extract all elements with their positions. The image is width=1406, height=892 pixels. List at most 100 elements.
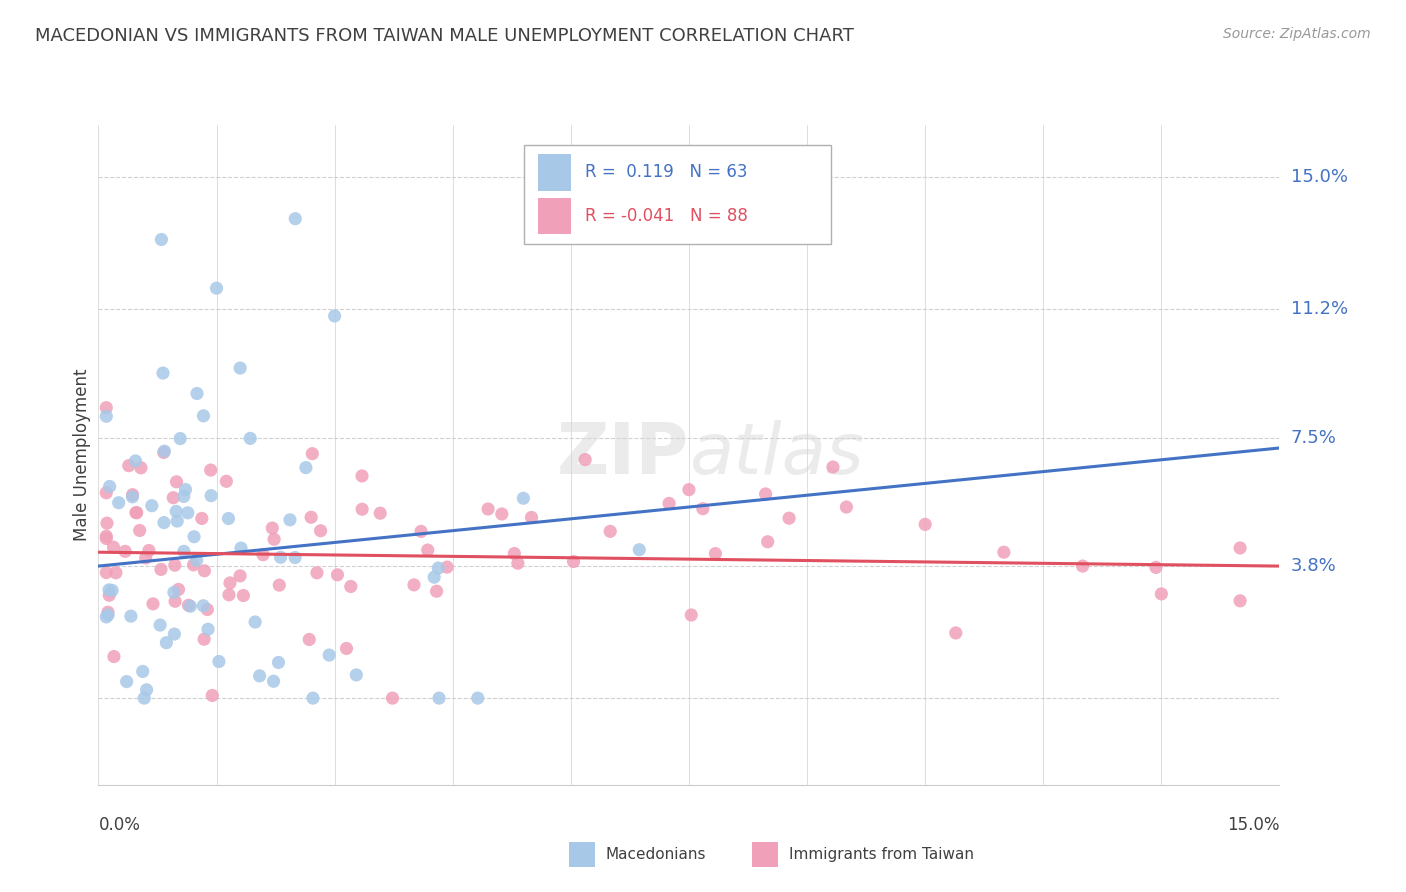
Point	[416, 543, 439, 558]
Point	[278, 513, 301, 527]
Y-axis label: Male Unemployment: Male Unemployment	[73, 368, 91, 541]
Point	[1144, 560, 1167, 574]
Point	[193, 409, 215, 423]
Point	[96, 409, 118, 424]
Point	[107, 496, 129, 510]
Point	[96, 610, 118, 624]
Point	[491, 507, 513, 521]
FancyBboxPatch shape	[523, 145, 831, 244]
Point	[658, 496, 681, 510]
Point	[681, 607, 703, 622]
Point	[201, 689, 224, 703]
Point	[284, 550, 307, 565]
Text: R =  0.119   N = 63: R = 0.119 N = 63	[585, 163, 748, 181]
Point	[153, 444, 176, 458]
Point	[263, 674, 285, 689]
Point	[318, 648, 340, 662]
Point	[426, 584, 449, 599]
Point	[599, 524, 621, 539]
Point	[96, 532, 118, 546]
Point	[263, 533, 285, 547]
Text: Source: ZipAtlas.com: Source: ZipAtlas.com	[1223, 27, 1371, 41]
Point	[98, 582, 121, 597]
Point	[423, 570, 446, 584]
Point	[219, 576, 242, 591]
Point	[129, 460, 152, 475]
Point	[96, 529, 118, 543]
Point	[1150, 587, 1173, 601]
Point	[298, 632, 321, 647]
Point	[96, 516, 118, 531]
Point	[678, 483, 700, 497]
Point	[218, 588, 240, 602]
Point	[344, 668, 367, 682]
Point	[467, 691, 489, 706]
Point	[96, 566, 118, 580]
Point	[1071, 559, 1094, 574]
Point	[409, 524, 432, 539]
Point	[166, 475, 188, 489]
Point	[98, 479, 121, 493]
Point	[96, 485, 118, 500]
Point	[381, 691, 404, 706]
Text: 15.0%: 15.0%	[1291, 168, 1347, 186]
Point	[103, 649, 125, 664]
Point	[299, 510, 322, 524]
Point	[169, 432, 191, 446]
Point	[186, 386, 208, 401]
Point	[174, 483, 197, 497]
Point	[243, 615, 266, 629]
Point	[163, 627, 186, 641]
Point	[104, 566, 127, 580]
Point	[183, 530, 205, 544]
Point	[200, 463, 222, 477]
Point	[821, 460, 844, 475]
Point	[98, 588, 121, 602]
Point	[427, 691, 450, 706]
Point	[165, 594, 187, 608]
Point	[520, 510, 543, 524]
Point	[628, 542, 651, 557]
Point	[269, 578, 291, 592]
Point	[755, 487, 778, 501]
Point	[191, 511, 214, 525]
Point	[270, 550, 292, 565]
Point	[150, 233, 173, 247]
Point	[205, 281, 228, 295]
Point	[326, 567, 349, 582]
Text: 15.0%: 15.0%	[1227, 816, 1279, 834]
Point	[195, 602, 218, 616]
Point	[167, 582, 190, 597]
Point	[436, 560, 458, 574]
Text: ZIP: ZIP	[557, 420, 689, 490]
Text: 7.5%: 7.5%	[1291, 428, 1337, 447]
Point	[132, 665, 155, 679]
Point	[215, 475, 238, 489]
Point	[239, 431, 262, 445]
Point	[252, 548, 274, 562]
Point	[118, 458, 141, 473]
Point	[115, 674, 138, 689]
Point	[200, 489, 222, 503]
Point	[562, 555, 585, 569]
Point	[121, 488, 143, 502]
Point	[149, 562, 172, 576]
Point	[166, 514, 188, 528]
Point	[506, 556, 529, 570]
Point	[155, 635, 177, 649]
Point	[163, 585, 186, 599]
Text: 11.2%: 11.2%	[1291, 300, 1348, 318]
Point	[142, 597, 165, 611]
Point	[229, 361, 252, 376]
Point	[284, 211, 307, 226]
Point	[173, 490, 195, 504]
Point	[335, 641, 357, 656]
Point	[163, 558, 186, 573]
Text: R = -0.041   N = 88: R = -0.041 N = 88	[585, 207, 748, 225]
Point	[186, 553, 208, 567]
Point	[512, 491, 534, 506]
Point	[197, 622, 219, 636]
Point	[97, 607, 120, 622]
Point	[135, 551, 157, 566]
Point	[574, 452, 596, 467]
